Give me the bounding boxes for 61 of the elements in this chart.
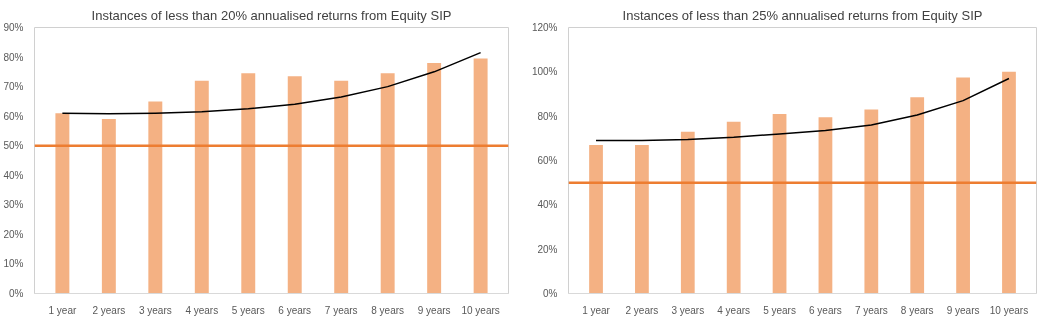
chart-title: Instances of less than 20% annualised returns from Equity SIP xyxy=(91,7,452,23)
x-tick-label: 3 years xyxy=(671,304,705,316)
y-tick-label: 50% xyxy=(3,140,24,152)
y-tick-label: 60% xyxy=(537,155,558,166)
bar xyxy=(589,144,603,294)
x-tick-label: 6 years xyxy=(278,304,312,316)
bar xyxy=(956,77,970,294)
y-tick-label: 30% xyxy=(3,199,24,211)
y-tick-label: 0% xyxy=(9,288,24,299)
x-tick-label: 2 years xyxy=(92,304,126,316)
y-tick-label: 90% xyxy=(3,22,24,33)
line-series xyxy=(595,77,1010,142)
bar xyxy=(772,113,787,294)
y-tick-label: 0% xyxy=(543,288,558,299)
bar xyxy=(380,73,395,294)
bar xyxy=(241,73,256,294)
bar xyxy=(864,109,879,294)
x-tick-label: 10 years xyxy=(989,304,1029,316)
x-tick-label: 1 year xyxy=(582,304,611,316)
y-tick-label: 40% xyxy=(3,169,24,181)
y-tick-label: 60% xyxy=(3,110,24,122)
bar xyxy=(910,97,925,294)
bar xyxy=(1002,71,1016,294)
bar xyxy=(287,76,302,294)
y-tick-label: 20% xyxy=(3,228,24,240)
x-tick-label: 4 years xyxy=(717,304,751,316)
line-series xyxy=(61,51,482,115)
bar xyxy=(148,101,163,294)
x-tick-label: 10 years xyxy=(461,304,500,316)
x-tick-label: 4 years xyxy=(185,304,219,316)
y-tick-label: 80% xyxy=(3,51,24,63)
bar xyxy=(55,113,70,294)
bar xyxy=(194,80,209,294)
bar xyxy=(635,144,649,294)
x-tick-label: 8 years xyxy=(371,304,405,316)
bar xyxy=(334,80,349,294)
x-tick-label: 2 years xyxy=(625,304,659,316)
x-tick-label: 6 years xyxy=(809,304,842,316)
y-tick-label: 20% xyxy=(537,243,558,255)
bar xyxy=(101,119,116,294)
x-tick-label: 7 years xyxy=(854,304,888,316)
bar xyxy=(473,58,488,294)
x-tick-label: 1 year xyxy=(48,304,77,316)
y-tick-label: 70% xyxy=(3,81,24,93)
bar xyxy=(726,121,741,294)
x-tick-label: 7 years xyxy=(324,304,358,316)
x-tick-label: 9 years xyxy=(417,304,451,316)
y-tick-label: 40% xyxy=(537,199,558,211)
bar xyxy=(818,117,833,294)
chart-title: Instances of less than 25% annualised returns from Equity SIP xyxy=(622,7,983,23)
x-tick-label: 9 years xyxy=(946,304,980,316)
y-tick-label: 100% xyxy=(531,66,558,78)
x-tick-label: 3 years xyxy=(138,304,172,316)
y-tick-label: 120% xyxy=(531,22,558,33)
bar xyxy=(680,131,695,294)
x-tick-label: 8 years xyxy=(900,304,934,316)
y-tick-label: 10% xyxy=(3,258,24,270)
x-tick-label: 5 years xyxy=(231,304,265,316)
x-tick-label: 5 years xyxy=(763,304,796,316)
bar xyxy=(427,62,442,294)
y-tick-label: 80% xyxy=(537,110,558,122)
